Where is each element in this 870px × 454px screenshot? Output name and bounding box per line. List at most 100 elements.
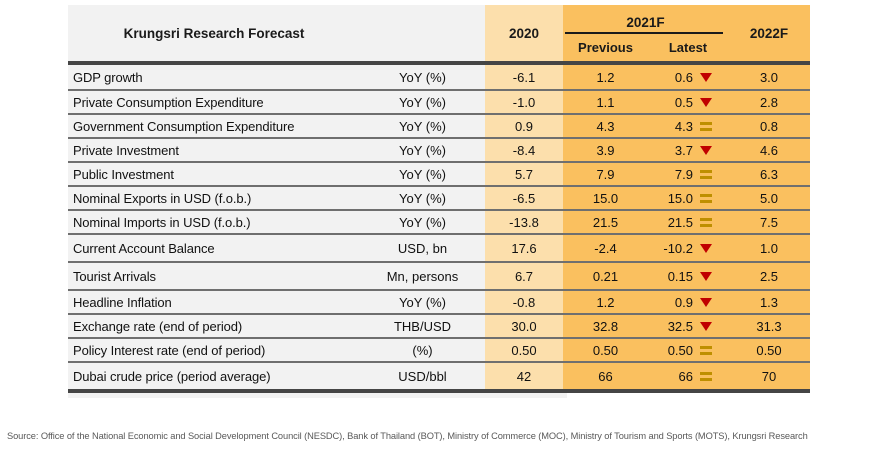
triangle-down-icon (700, 297, 712, 307)
row-2022f-value: 4.6 (728, 139, 810, 161)
row-2020-value: -0.8 (485, 291, 563, 313)
table-row: Tourist Arrivals Mn, persons 6.7 0.21 0.… (68, 261, 810, 289)
triangle-down-icon (700, 72, 712, 82)
row-latest-value: 0.9 (674, 294, 693, 310)
row-latest-cell: 7.9 (648, 163, 728, 185)
row-unit: YoY (%) (360, 291, 485, 313)
row-previous-value: 15.0 (563, 187, 648, 209)
header-bottom-border (68, 61, 810, 65)
row-unit: YoY (%) (360, 115, 485, 137)
row-unit: USD/bbl (360, 363, 485, 389)
row-latest-cell: 0.9 (648, 291, 728, 313)
column-header-2020: 2020 (485, 5, 563, 61)
row-latest-value: 66 (678, 368, 693, 384)
row-previous-value: 0.21 (563, 263, 648, 289)
row-2020-value: 0.9 (485, 115, 563, 137)
row-unit: YoY (%) (360, 187, 485, 209)
row-indicator: Exchange rate (end of period) (68, 315, 360, 337)
row-2022f-value: 1.3 (728, 291, 810, 313)
row-2022f-value: 6.3 (728, 163, 810, 185)
row-previous-value: 3.9 (563, 139, 648, 161)
row-indicator: Private Investment (68, 139, 360, 161)
row-latest-cell: 4.3 (648, 115, 728, 137)
row-2020-value: 6.7 (485, 263, 563, 289)
row-2020-value: 5.7 (485, 163, 563, 185)
row-indicator: Tourist Arrivals (68, 263, 360, 289)
row-unit: YoY (%) (360, 65, 485, 89)
row-unit: Mn, persons (360, 263, 485, 289)
table-row: Dubai crude price (period average) USD/b… (68, 361, 810, 389)
triangle-down-icon (700, 271, 712, 281)
table-title: Krungsri Research Forecast (68, 5, 485, 61)
row-unit: (%) (360, 339, 485, 361)
row-previous-value: 0.50 (563, 339, 648, 361)
column-header-2022f: 2022F (728, 5, 810, 61)
column-group-2021f: 2021F Previous Latest (563, 5, 728, 61)
row-unit: YoY (%) (360, 211, 485, 233)
row-previous-value: 66 (563, 363, 648, 389)
row-2022f-value: 7.5 (728, 211, 810, 233)
row-unit: YoY (%) (360, 91, 485, 113)
triangle-down-icon (700, 243, 712, 253)
row-previous-value: 7.9 (563, 163, 648, 185)
row-latest-cell: 3.7 (648, 139, 728, 161)
row-2022f-value: 0.8 (728, 115, 810, 137)
triangle-down-icon (700, 97, 712, 107)
column-header-2021f: 2021F (626, 15, 665, 30)
row-indicator: GDP growth (68, 65, 360, 89)
row-2022f-value: 2.5 (728, 263, 810, 289)
row-2020-value: -6.5 (485, 187, 563, 209)
row-latest-cell: 15.0 (648, 187, 728, 209)
table-bottom-border (68, 389, 810, 393)
row-latest-value: 0.6 (674, 69, 693, 85)
row-latest-cell: 0.6 (648, 65, 728, 89)
row-2022f-value: 2.8 (728, 91, 810, 113)
row-latest-cell: 0.5 (648, 91, 728, 113)
row-unit: THB/USD (360, 315, 485, 337)
row-indicator: Headline Inflation (68, 291, 360, 313)
row-latest-value: 0.15 (667, 268, 693, 284)
forecast-table: Krungsri Research Forecast 2020 2021F Pr… (68, 5, 810, 398)
row-latest-value: 0.5 (674, 94, 693, 110)
row-indicator: Public Investment (68, 163, 360, 185)
row-2020-value: 17.6 (485, 235, 563, 261)
row-previous-value: 1.2 (563, 65, 648, 89)
row-2022f-value: 3.0 (728, 65, 810, 89)
row-2020-value: -6.1 (485, 65, 563, 89)
row-2020-value: -8.4 (485, 139, 563, 161)
table-body: GDP growth YoY (%) -6.1 1.2 0.6 3.0 Priv… (68, 65, 810, 389)
row-2022f-value: 5.0 (728, 187, 810, 209)
table-row: Nominal Imports in USD (f.o.b.) YoY (%) … (68, 209, 810, 233)
row-2022f-value: 0.50 (728, 339, 810, 361)
row-indicator: Current Account Balance (68, 235, 360, 261)
row-indicator: Private Consumption Expenditure (68, 91, 360, 113)
column-header-previous: Previous (578, 40, 633, 55)
row-latest-cell: 0.50 (648, 339, 728, 361)
row-latest-cell: 21.5 (648, 211, 728, 233)
table-row: GDP growth YoY (%) -6.1 1.2 0.6 3.0 (68, 65, 810, 89)
row-previous-value: 1.2 (563, 291, 648, 313)
column-subheaders: Previous Latest (563, 34, 728, 61)
equals-icon (700, 121, 712, 131)
row-latest-value: 0.50 (667, 342, 693, 358)
row-latest-cell: 32.5 (648, 315, 728, 337)
header-divider-line (565, 32, 723, 34)
row-latest-value: 15.0 (667, 190, 693, 206)
row-2020-value: 30.0 (485, 315, 563, 337)
row-unit: YoY (%) (360, 163, 485, 185)
triangle-down-icon (700, 145, 712, 155)
row-latest-value: 3.7 (674, 142, 693, 158)
row-indicator: Policy Interest rate (end of period) (68, 339, 360, 361)
row-previous-value: 4.3 (563, 115, 648, 137)
row-latest-value: -10.2 (663, 240, 693, 256)
row-latest-cell: -10.2 (648, 235, 728, 261)
row-previous-value: -2.4 (563, 235, 648, 261)
equals-icon (700, 169, 712, 179)
row-unit: USD, bn (360, 235, 485, 261)
table-row: Public Investment YoY (%) 5.7 7.9 7.9 6.… (68, 161, 810, 185)
row-latest-cell: 66 (648, 363, 728, 389)
row-2022f-value: 70 (728, 363, 810, 389)
row-2020-value: -13.8 (485, 211, 563, 233)
row-2022f-value: 1.0 (728, 235, 810, 261)
